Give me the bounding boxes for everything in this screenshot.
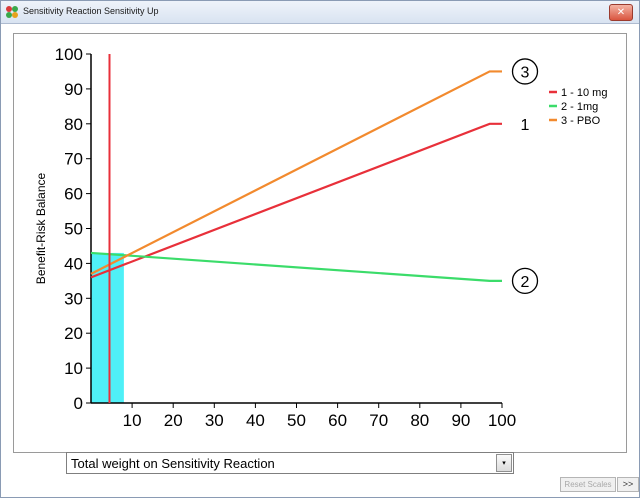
y-tick-label: 30 xyxy=(64,289,83,308)
x-tick-label: 80 xyxy=(410,411,429,430)
y-axis-title: Benefit-Risk Balance xyxy=(34,172,48,284)
x-tick-label: 100 xyxy=(488,411,516,430)
series-end-label-1: 1 xyxy=(521,117,530,134)
series-line-1 xyxy=(90,122,502,279)
sensitivity-chart[interactable]: 0 10 20 30 40 50 60 70 80 90 100 10 20 30 40 50 60 70 80 90… xyxy=(14,34,626,452)
x-tick-label: 50 xyxy=(287,411,306,430)
expand-button[interactable]: >> xyxy=(617,477,639,492)
dropdown-selected-value: Total weight on Sensitivity Reaction xyxy=(71,456,275,471)
y-tick-label: 50 xyxy=(64,220,83,239)
y-tick-label: 70 xyxy=(64,150,83,169)
x-tick-label: 10 xyxy=(123,411,142,430)
legend-label-2: 2 - 1mg xyxy=(561,101,598,113)
close-button[interactable]: ✕ xyxy=(609,4,633,21)
y-tick-label: 40 xyxy=(64,254,83,273)
weight-select-dropdown[interactable]: Total weight on Sensitivity Reaction ▾ xyxy=(66,452,514,474)
series-end-circle-3 xyxy=(511,58,539,85)
title-bar[interactable]: Sensitivity Reaction Sensitivity Up ✕ xyxy=(1,1,639,24)
chart-area: 0 10 20 30 40 50 60 70 80 90 100 10 20 30 40 50 60 70 80 90… xyxy=(13,33,627,453)
x-tick-label: 60 xyxy=(328,411,347,430)
app-flowers-icon xyxy=(6,6,18,18)
x-tick-label: 20 xyxy=(164,411,183,430)
y-tick-label: 60 xyxy=(64,185,83,204)
legend-label-3: 3 - PBO xyxy=(561,115,601,127)
series-end-label-2: 2 xyxy=(521,274,530,291)
y-tick-label: 80 xyxy=(64,115,83,134)
y-tick-label: 20 xyxy=(64,324,83,343)
y-tick-label: 100 xyxy=(55,45,83,64)
x-tick-label: 30 xyxy=(205,411,224,430)
y-tick-label: 90 xyxy=(64,80,83,99)
chevron-down-icon[interactable]: ▾ xyxy=(496,454,512,472)
close-icon: ✕ xyxy=(616,7,626,18)
series-line-2 xyxy=(90,251,502,282)
y-tick-label: 0 xyxy=(74,394,83,413)
x-tick-label: 90 xyxy=(451,411,470,430)
y-tick-label: 10 xyxy=(64,359,83,378)
window-title: Sensitivity Reaction Sensitivity Up xyxy=(23,6,159,16)
reset-scales-button[interactable]: Reset Scales xyxy=(560,477,616,492)
x-tick-label: 70 xyxy=(369,411,388,430)
legend-label-1: 1 - 10 mg xyxy=(561,87,607,99)
highlight-region xyxy=(91,252,124,403)
series-end-circle-2 xyxy=(511,267,539,295)
series-line-3 xyxy=(90,70,502,275)
x-tick-label: 40 xyxy=(246,411,265,430)
series-end-label-3: 3 xyxy=(521,64,530,81)
